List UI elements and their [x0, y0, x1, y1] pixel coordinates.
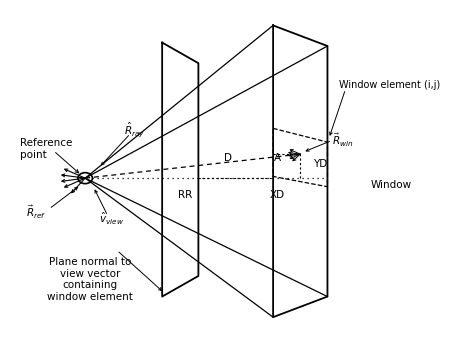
Text: $\hat{R}_{ray}$: $\hat{R}_{ray}$: [124, 121, 145, 139]
Text: A: A: [274, 153, 281, 163]
Text: Plane normal to
view vector
containing
window element: Plane normal to view vector containing w…: [47, 257, 133, 302]
Text: $\hat{v}_{view}$: $\hat{v}_{view}$: [99, 211, 124, 227]
Text: YD: YD: [313, 160, 327, 170]
Text: D: D: [224, 153, 232, 163]
Text: Window: Window: [371, 180, 412, 190]
Text: $\vec{R}_{win}$: $\vec{R}_{win}$: [332, 132, 353, 149]
Text: $\vec{R}_{ref}$: $\vec{R}_{ref}$: [27, 204, 46, 221]
Text: XD: XD: [270, 190, 285, 200]
Text: RR: RR: [178, 190, 192, 200]
Text: Reference
point: Reference point: [20, 138, 72, 160]
Text: Window element (i,j): Window element (i,j): [339, 81, 440, 90]
